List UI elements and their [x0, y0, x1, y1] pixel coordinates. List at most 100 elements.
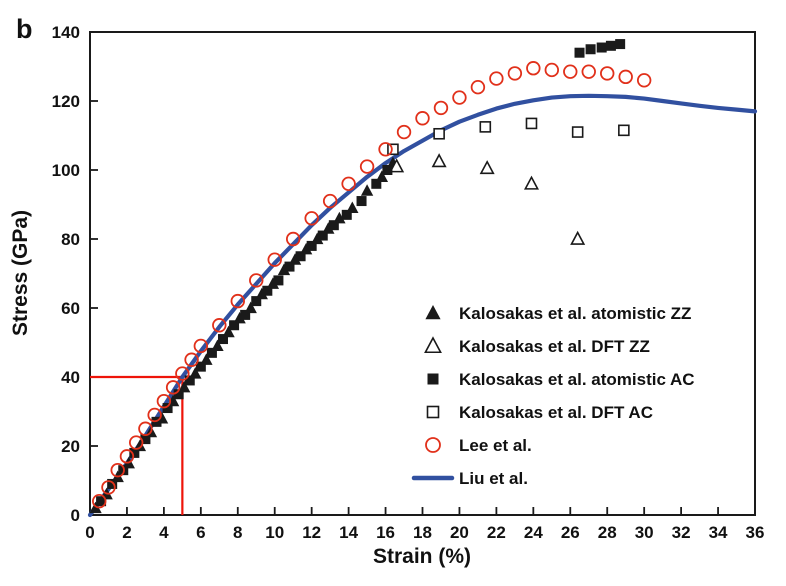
x-tick-label: 18	[413, 523, 432, 542]
square-open-marker	[618, 124, 630, 137]
square-filled-marker	[184, 375, 195, 386]
circle-open-marker	[544, 62, 560, 78]
circle-open-marker	[138, 421, 153, 436]
square-filled-marker	[574, 47, 585, 58]
circle-open-marker	[415, 111, 430, 126]
legend-label: Lee et al.	[459, 436, 532, 455]
y-tick-label: 60	[61, 299, 80, 318]
x-tick-label: 14	[339, 523, 358, 542]
series-kalosakas-et-al-atomistic-ac	[96, 39, 626, 507]
triangle-open-marker	[523, 175, 539, 190]
square-filled-marker	[371, 178, 382, 189]
circle-open-marker	[507, 66, 523, 81]
x-tick-label: 8	[233, 523, 242, 542]
x-tick-label: 34	[709, 523, 728, 542]
square-filled-marker	[162, 403, 173, 414]
square-filled-marker	[356, 196, 367, 207]
circle-open-marker	[378, 142, 393, 157]
square-filled-marker	[427, 373, 439, 385]
x-tick-label: 0	[85, 523, 94, 542]
circle-open-marker	[165, 380, 181, 395]
square-filled-marker	[96, 496, 107, 507]
triangle-filled-marker	[89, 501, 102, 514]
triangle-open-marker	[389, 158, 405, 173]
square-filled-marker	[328, 220, 339, 231]
legend-item-kalosakas-et-al-dft-zz: Kalosakas et al. DFT ZZ	[424, 336, 650, 356]
square-filled-marker	[605, 40, 616, 51]
circle-open-marker	[452, 90, 467, 105]
legend-item-kalosakas-et-al-dft-ac: Kalosakas et al. DFT AC	[426, 403, 653, 422]
circle-open-marker	[184, 352, 199, 367]
square-filled-marker	[206, 347, 217, 358]
square-filled-marker	[273, 275, 284, 286]
circle-open-marker	[600, 66, 615, 81]
legend-item-kalosakas-et-al-atomistic-ac: Kalosakas et al. atomistic AC	[427, 370, 695, 389]
legend-label: Kalosakas et al. DFT ZZ	[459, 337, 650, 356]
legend-label: Liu et al.	[459, 469, 528, 488]
square-open-marker	[426, 405, 440, 419]
panel-label: b	[16, 14, 33, 44]
x-tick-label: 10	[265, 523, 284, 542]
circle-open-marker	[563, 64, 578, 79]
x-tick-label: 6	[196, 523, 205, 542]
circle-open-marker	[101, 480, 116, 495]
circle-open-marker	[489, 71, 504, 86]
x-axis: 0 2 4 6 8 10 12 14 16 18 20 22 24 26 28 30 32 34 36	[85, 507, 764, 542]
x-tick-label: 16	[376, 523, 395, 542]
x-tick-label: 36	[746, 523, 765, 542]
x-tick-label: 20	[450, 523, 469, 542]
legend-item-lee-et-al: Lee et al.	[425, 436, 532, 455]
y-tick-label: 20	[61, 437, 80, 456]
y-axis-title: Stress (GPa)	[9, 210, 32, 336]
triangle-open-marker	[570, 230, 586, 245]
triangle-filled-marker	[277, 263, 291, 276]
triangle-filled-marker	[425, 305, 441, 320]
circle-open-marker	[526, 61, 541, 76]
square-filled-marker	[107, 478, 118, 489]
circle-open-marker	[425, 437, 441, 453]
circle-open-marker	[304, 211, 319, 226]
circle-open-marker	[175, 366, 190, 381]
circle-open-marker	[110, 462, 125, 478]
square-filled-marker	[240, 309, 251, 320]
square-open-marker	[433, 127, 445, 140]
x-tick-label: 28	[598, 523, 617, 542]
square-filled-marker	[173, 389, 184, 400]
circle-open-marker	[618, 69, 633, 85]
square-filled-marker	[195, 361, 206, 372]
circle-open-marker	[359, 159, 375, 174]
y-tick-label: 100	[52, 161, 80, 180]
circle-open-marker	[128, 435, 144, 450]
circle-open-marker	[636, 73, 652, 88]
square-filled-marker	[262, 285, 273, 296]
square-open-marker	[479, 121, 492, 133]
series-kalosakas-et-al-atomistic-zz	[89, 156, 400, 514]
circle-open-marker	[396, 124, 412, 140]
circle-open-marker	[341, 176, 356, 192]
circle-open-marker	[285, 231, 301, 247]
chart-canvas: 0 2 4 6 8 10 12 14 16 18 20 22 24 26 28 30 32 34 360204060…	[52, 23, 765, 542]
x-tick-label: 12	[302, 523, 321, 542]
square-open-marker	[525, 117, 538, 130]
y-tick-label: 40	[61, 368, 80, 387]
y-axis: 0 20 40 60 80 100 120 140	[52, 23, 98, 525]
square-filled-marker	[284, 261, 295, 272]
y-tick-label: 80	[61, 230, 80, 249]
triangle-open-marker	[479, 160, 495, 175]
x-tick-label: 26	[561, 523, 580, 542]
square-open-marker	[571, 126, 584, 138]
circle-open-marker	[193, 338, 209, 354]
square-filled-marker	[615, 39, 626, 50]
circle-open-marker	[92, 494, 107, 509]
square-filled-marker	[317, 230, 328, 241]
y-tick-label: 120	[52, 92, 80, 111]
guide-lines	[90, 375, 184, 515]
x-tick-label: 24	[524, 523, 543, 542]
legend-label: Kalosakas et al. DFT AC	[459, 403, 653, 422]
x-tick-label: 30	[635, 523, 654, 542]
x-tick-label: 32	[672, 523, 691, 542]
square-filled-marker	[229, 320, 240, 331]
x-tick-label: 2	[122, 523, 131, 542]
